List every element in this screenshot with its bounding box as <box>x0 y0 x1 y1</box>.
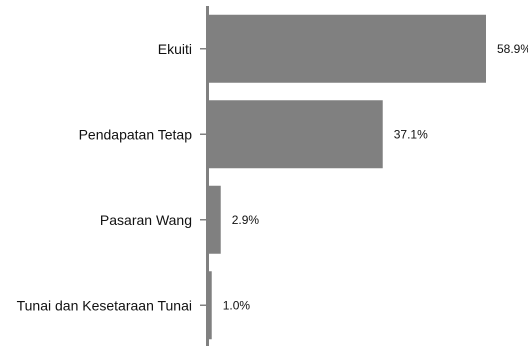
tick-marks-group <box>200 48 207 306</box>
bar-1 <box>207 100 383 169</box>
value-label-2: 2.9% <box>232 213 260 227</box>
category-label-0: Ekuiti <box>158 41 192 57</box>
value-label-1: 37.1% <box>394 127 428 141</box>
bar-2 <box>207 185 221 254</box>
bar-0 <box>207 14 486 83</box>
value-labels-group: 58.9% 37.1% 2.9% 1.0% <box>223 42 528 313</box>
value-label-0: 58.9% <box>497 42 528 56</box>
bars-group <box>207 14 486 340</box>
category-label-3: Tunai dan Kesetaraan Tunai <box>17 297 192 313</box>
category-labels-group: Ekuiti Pendapatan Tetap Pasaran Wang Tunai … <box>17 41 193 314</box>
category-label-2: Pasaran Wang <box>100 212 192 228</box>
category-label-1: Pendapatan Tetap <box>79 126 193 142</box>
value-label-3: 1.0% <box>223 298 251 312</box>
bar-3 <box>207 271 212 340</box>
